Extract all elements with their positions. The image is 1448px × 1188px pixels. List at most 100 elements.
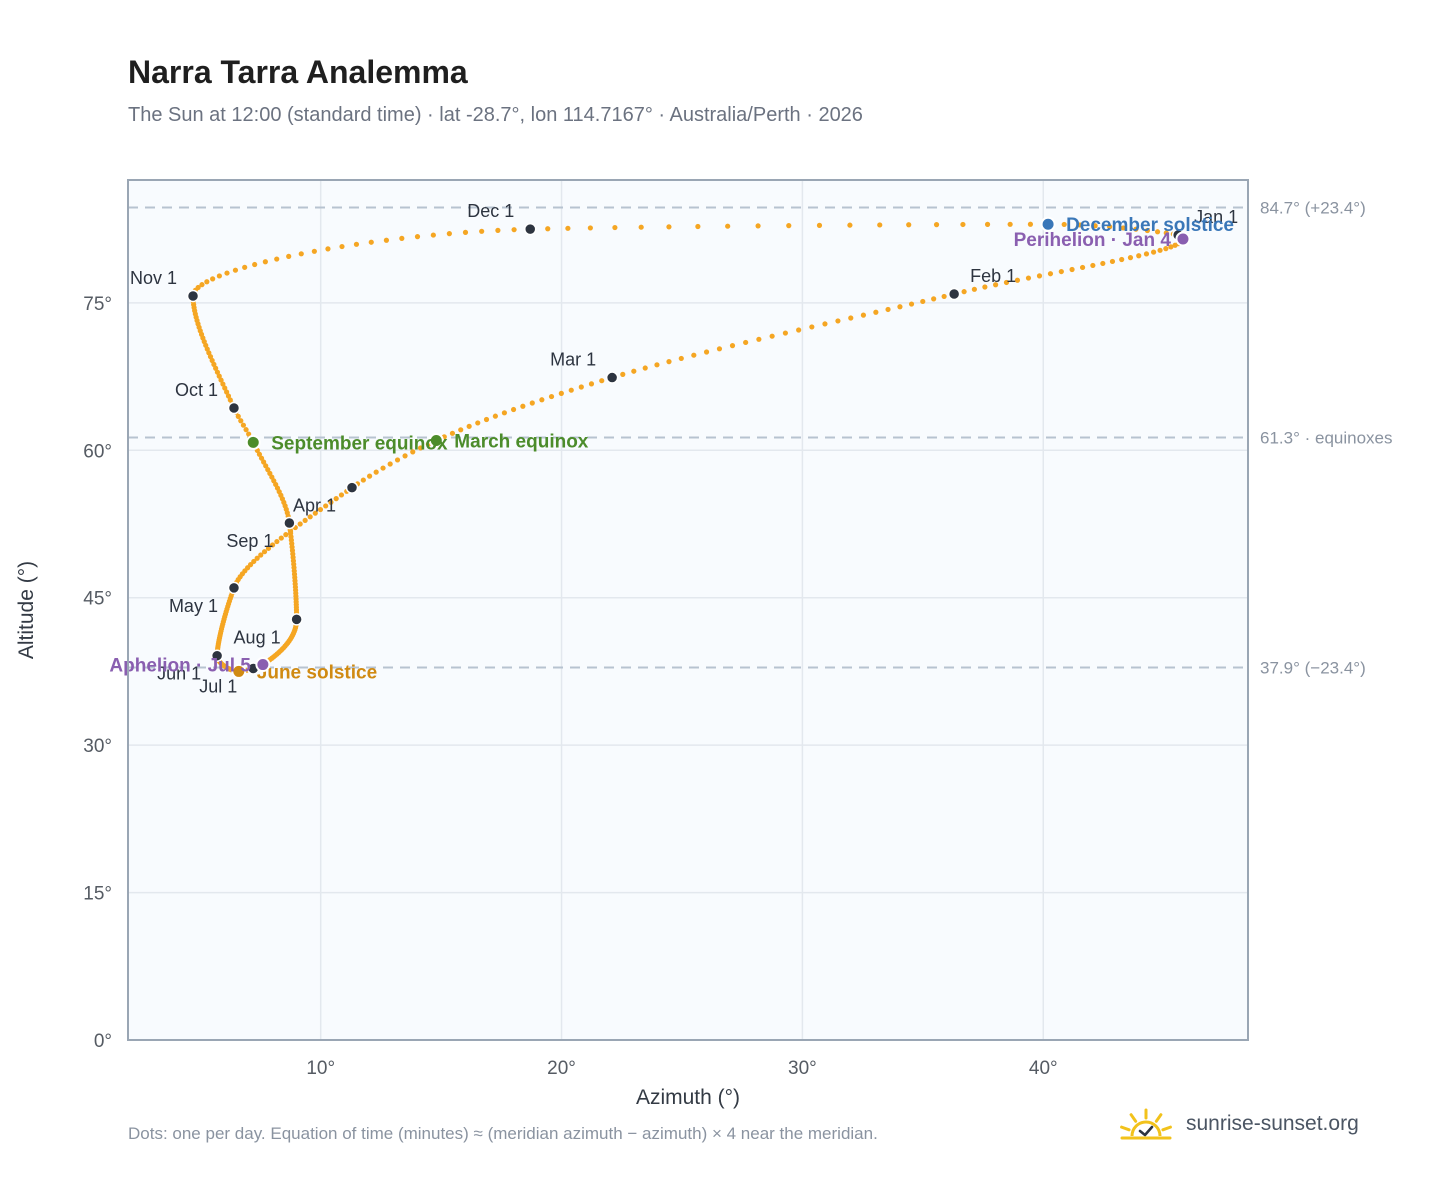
daily-sun-dot — [941, 293, 947, 300]
daily-sun-dot — [587, 225, 593, 231]
daily-sun-dot — [274, 256, 280, 262]
event-marker — [255, 657, 271, 673]
daily-sun-dot — [258, 455, 265, 461]
daily-sun-dot — [449, 430, 456, 436]
month-marker-label: Sep 1 — [226, 531, 273, 551]
month-marker-label: Oct 1 — [175, 380, 218, 400]
daily-sun-dot — [716, 346, 723, 352]
daily-sun-dot — [908, 301, 915, 307]
daily-sun-dot — [695, 223, 701, 230]
plot-area — [128, 180, 1248, 1040]
event-marker — [1175, 231, 1191, 247]
daily-sun-dot — [240, 422, 247, 428]
daily-sun-dot — [1150, 249, 1157, 255]
daily-sun-dot — [1007, 221, 1013, 227]
footnote: Dots: one per day. Equation of time (min… — [128, 1124, 878, 1143]
y-tick-label: 0° — [94, 1031, 112, 1052]
daily-sun-dot — [283, 532, 289, 538]
daily-sun-dot — [317, 506, 324, 513]
daily-sun-dot — [816, 222, 823, 228]
daily-sun-dot — [1058, 268, 1064, 275]
event-label: Aphelion · Jul 5 — [109, 656, 251, 677]
daily-sun-dot — [520, 403, 526, 409]
y-axis-label: Altitude (°) — [15, 561, 38, 659]
daily-sun-dot — [1092, 223, 1098, 229]
daily-sun-dot — [298, 251, 304, 257]
daily-sun-dot — [1027, 221, 1034, 227]
daily-sun-dot — [333, 496, 339, 502]
event-label: September equinox — [271, 433, 448, 454]
daily-sun-dot — [224, 389, 230, 395]
daily-sun-dot — [211, 361, 217, 367]
daily-sun-dot — [353, 241, 360, 247]
daily-sun-dot — [1133, 226, 1139, 232]
sun-ray — [1120, 1125, 1131, 1132]
daily-sun-dot — [410, 449, 416, 455]
daily-sun-dot — [1157, 247, 1163, 253]
axes: 10° 20° 30° 40° 0° 15° 30° 45° 60° 75° Azimuth (°)… — [15, 199, 1393, 1109]
daily-sun-dot — [258, 552, 264, 558]
daily-sun-dot — [578, 384, 584, 390]
daily-sun-dot — [897, 304, 903, 310]
daily-sun-dot — [274, 538, 280, 545]
daily-sun-dot — [417, 445, 424, 451]
daily-sun-dot — [414, 234, 421, 240]
daily-sun-dot — [971, 286, 977, 292]
month-marker-label: Dec 1 — [467, 201, 514, 221]
daily-sun-dot — [278, 535, 284, 541]
brand[interactable]: sunrise-sunset.org — [1118, 1102, 1359, 1146]
month-marker-label: May 1 — [169, 596, 218, 616]
daily-sun-dot — [703, 349, 710, 355]
reference-line-label: 61.3° · equinoxes — [1260, 429, 1393, 448]
month-marker-label: Jan 1 — [1194, 207, 1238, 227]
x-tick-label: 10° — [306, 1058, 335, 1079]
daily-sun-dot — [328, 499, 334, 505]
daily-sun-dot — [642, 365, 648, 371]
daily-sun-dot — [224, 270, 230, 276]
daily-sun-dot — [243, 427, 249, 433]
daily-sun-dot — [654, 362, 660, 368]
daily-sun-dot — [1163, 230, 1169, 236]
event-marker — [428, 432, 444, 448]
daily-sun-dot — [993, 282, 999, 288]
event-marker — [1040, 216, 1056, 232]
month-marker — [227, 581, 241, 595]
daily-sun-dot — [1090, 262, 1096, 269]
daily-sun-dot — [204, 279, 210, 285]
daily-sun-dot — [565, 225, 571, 231]
event-label: Perihelion · Jan 4 — [1014, 230, 1172, 251]
daily-sun-dot — [1136, 253, 1142, 259]
daily-sun-dot — [265, 467, 271, 473]
daily-sun-dot — [960, 221, 966, 228]
daily-sun-dot — [387, 461, 393, 467]
daily-sun-dot — [1036, 273, 1043, 279]
chart-subtitle: The Sun at 12:00 (standard time) · lat -… — [128, 104, 863, 126]
daily-sun-dot — [210, 276, 216, 282]
daily-sun-dot — [809, 324, 815, 330]
daily-sun-dot — [214, 369, 221, 375]
daily-sun-dot — [360, 477, 366, 483]
daily-sun-dot — [539, 397, 545, 403]
daily-sun-dot — [1127, 255, 1134, 261]
month-marker — [186, 289, 200, 303]
daily-sun-dot — [446, 231, 452, 237]
daily-sun-dot — [323, 503, 329, 509]
daily-sun-dot — [1107, 224, 1113, 230]
daily-sun-dot — [458, 427, 464, 433]
reference-line-label: 37.9° (−23.4°) — [1260, 658, 1366, 677]
daily-sun-dot — [877, 222, 883, 228]
daily-sun-dot — [678, 355, 684, 362]
daily-sun-dot — [213, 365, 219, 371]
month-marker-label: Nov 1 — [130, 268, 177, 288]
daily-sun-dot — [612, 224, 618, 231]
daily-sun-dot — [548, 393, 555, 400]
month-marker — [290, 613, 303, 626]
daily-sun-dot — [1163, 246, 1169, 252]
month-marker-label: Jun 1 — [157, 664, 201, 684]
daily-sun-dot — [599, 378, 605, 384]
daily-sun-dot — [302, 517, 308, 524]
daily-sun-dot — [1047, 271, 1054, 277]
y-tick-label: 30° — [83, 736, 112, 757]
daily-sun-dot — [1144, 227, 1150, 234]
